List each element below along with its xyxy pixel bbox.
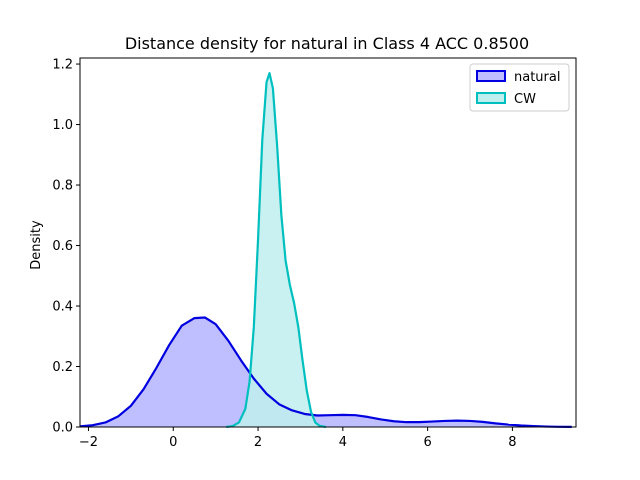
x-tick-label: −2: [79, 435, 98, 450]
y-tick-label: 0.2: [52, 360, 73, 375]
series-area-natural: [80, 317, 572, 427]
y-tick-label: 0.0: [52, 421, 73, 436]
series-area-cw: [226, 73, 326, 428]
legend-label-cw: CW: [514, 92, 536, 107]
legend-label-natural: natural: [514, 70, 560, 85]
axes-frame: [79, 57, 577, 428]
legend-swatch-cw: [476, 92, 506, 104]
chart-title: Distance density for natural in Class 4 …: [125, 34, 529, 53]
y-tick-label: 0.4: [52, 300, 73, 315]
y-tick-label: 1.0: [52, 118, 73, 133]
y-axis-label: Density: [29, 220, 44, 270]
legend-swatch-natural: [476, 70, 506, 82]
y-tick-label: 1.2: [52, 58, 73, 73]
x-tick-label: 2: [254, 435, 262, 450]
y-tick-label: 0.6: [52, 239, 73, 254]
x-tick-label: 8: [508, 435, 516, 450]
plot-area: −2 0 2 4 6 8 0.0 0.2 0.4 0.6 0.8 1.0 1.2: [52, 57, 577, 450]
series-line-natural: [79, 316, 572, 429]
legend: natural CW: [469, 63, 570, 112]
series-line-cw: [226, 72, 327, 429]
y-tick-label: 0.8: [52, 179, 73, 194]
x-tick-label: 0: [169, 435, 177, 450]
x-tick-label: 4: [339, 435, 347, 450]
x-tick-label: 6: [423, 435, 431, 450]
